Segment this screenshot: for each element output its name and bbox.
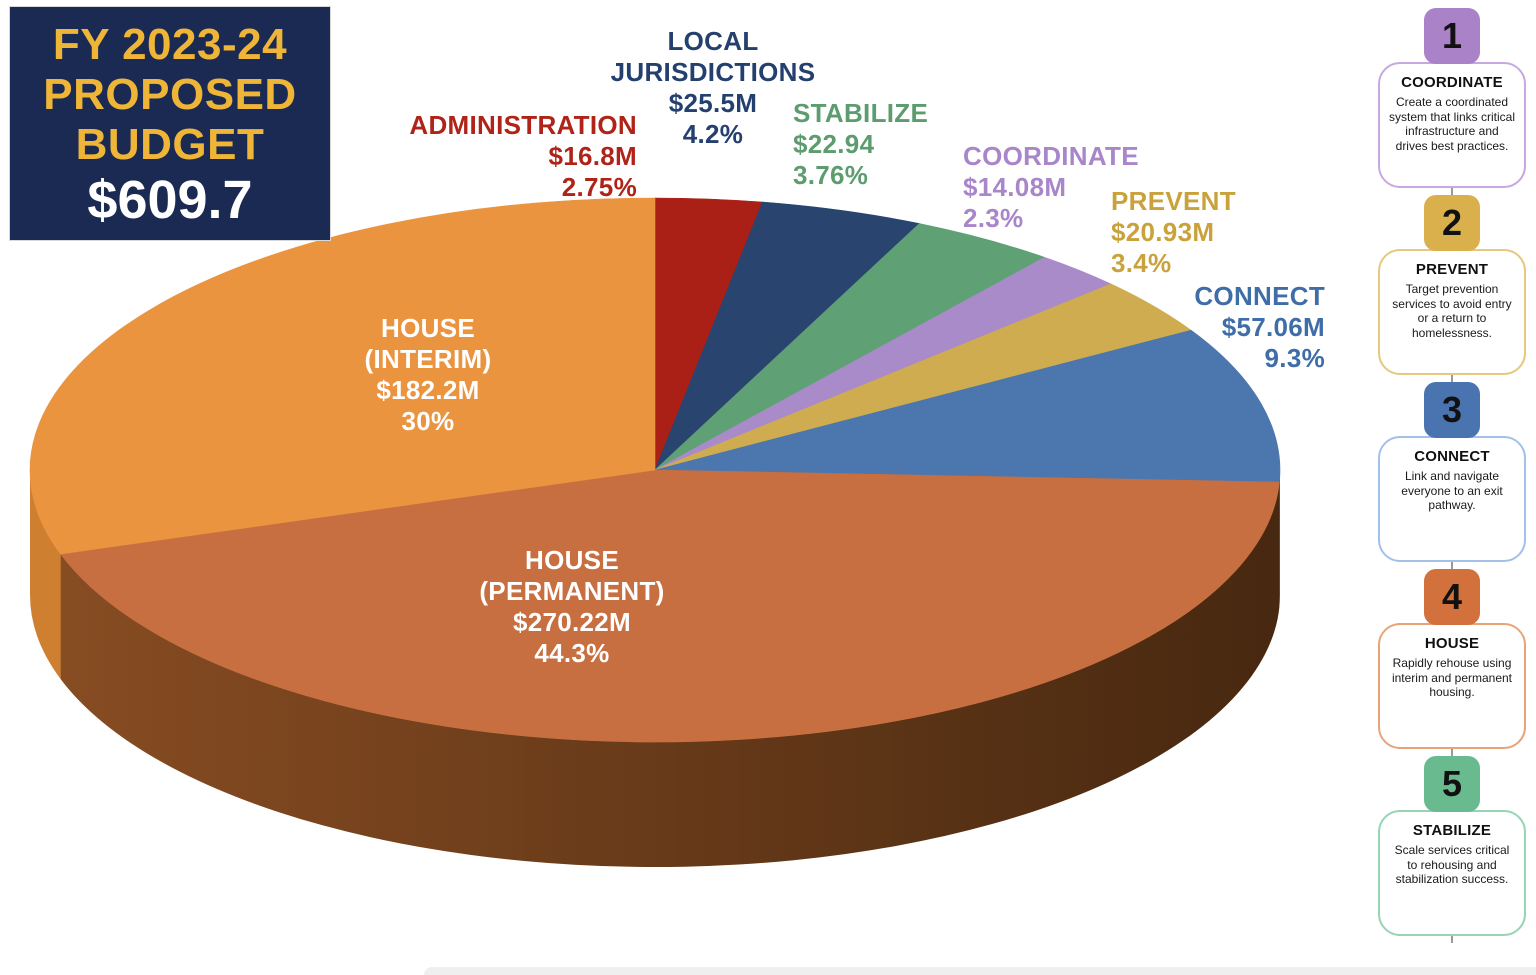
step-connector bbox=[1451, 749, 1453, 756]
segment-amount: $16.8M bbox=[548, 141, 637, 171]
step-number-tab: 4 bbox=[1424, 569, 1480, 625]
segment-amount: $14.08M bbox=[963, 172, 1067, 202]
step-card: PREVENT Target prevention services to av… bbox=[1378, 249, 1526, 375]
segment-label-connect: CONNECT $57.06M 9.3% bbox=[1194, 281, 1325, 374]
segment-amount: $57.06M bbox=[1221, 312, 1325, 342]
segment-percent: 2.75% bbox=[561, 172, 637, 202]
segment-name: LOCAL bbox=[667, 26, 759, 56]
step-connect: 3 CONNECT Link and navigate everyone to … bbox=[1376, 382, 1528, 569]
step-number: 3 bbox=[1441, 389, 1463, 430]
segment-percent: 4.2% bbox=[682, 119, 744, 149]
segment-name: COORDINATE bbox=[963, 141, 1139, 171]
step-description: Create a coordinated system that links c… bbox=[1388, 95, 1516, 153]
step-connector bbox=[1451, 188, 1453, 195]
title-line: BUDGET bbox=[75, 119, 265, 169]
segment-amount: $25.5M bbox=[668, 88, 758, 118]
step-number: 4 bbox=[1441, 576, 1463, 617]
step-title: HOUSE bbox=[1424, 635, 1480, 652]
step-number-tab: 1 bbox=[1424, 8, 1480, 64]
step-prevent: 2 PREVENT Target prevention services to … bbox=[1376, 195, 1528, 382]
step-description: Scale services critical to rehousing and… bbox=[1394, 843, 1510, 887]
segment-percent: 3.4% bbox=[1111, 248, 1172, 278]
step-title: COORDINATE bbox=[1401, 74, 1503, 91]
segment-name: (PERMANENT) bbox=[479, 576, 665, 606]
step-title: CONNECT bbox=[1414, 448, 1490, 465]
step-number-tab: 2 bbox=[1424, 195, 1480, 251]
step-title: STABILIZE bbox=[1412, 822, 1492, 839]
segment-name: PREVENT bbox=[1111, 186, 1236, 216]
bottom-page-edge bbox=[424, 967, 1536, 975]
segment-label-coordinate: COORDINATE $14.08M 2.3% bbox=[963, 141, 1139, 234]
step-house: 4 HOUSE Rapidly rehouse using interim an… bbox=[1376, 569, 1528, 756]
segment-percent: 44.3% bbox=[534, 638, 610, 668]
framework-steps-sidebar: 1 COORDINATE Create a coordinated system… bbox=[1376, 8, 1528, 943]
segment-label-administration: ADMINISTRATION $16.8M 2.75% bbox=[409, 110, 637, 203]
segment-amount: $270.22M bbox=[512, 607, 632, 637]
step-connector bbox=[1451, 562, 1453, 569]
step-number: 1 bbox=[1441, 15, 1463, 56]
segment-name: STABILIZE bbox=[793, 98, 929, 128]
step-connector bbox=[1451, 936, 1453, 943]
segment-percent: 9.3% bbox=[1264, 343, 1325, 373]
segment-name: ADMINISTRATION bbox=[409, 110, 637, 140]
segment-name: HOUSE bbox=[381, 313, 475, 343]
pie-side-house-interim- bbox=[30, 470, 61, 680]
segment-amount: $20.93M bbox=[1111, 217, 1215, 247]
step-number: 5 bbox=[1441, 763, 1463, 804]
pie-slice-house-interim- bbox=[29, 197, 656, 555]
pie-side-connect bbox=[1279, 470, 1280, 608]
step-description: Target prevention services to avoid entr… bbox=[1392, 282, 1512, 340]
title-line: FY 2023-24 bbox=[52, 20, 288, 70]
segment-label-house-permanent: HOUSE (PERMANENT) $270.22M 44.3% bbox=[479, 545, 664, 669]
segment-label-prevent: PREVENT $20.93M 3.4% bbox=[1111, 186, 1236, 279]
segment-name: (INTERIM) bbox=[364, 344, 492, 374]
step-number: 2 bbox=[1441, 202, 1463, 243]
segment-label-stabilize: STABILIZE $22.94 3.76% bbox=[793, 98, 928, 191]
step-stabilize: 5 STABILIZE Scale services critical to r… bbox=[1376, 756, 1528, 943]
segment-label-house-interim: HOUSE (INTERIM) $182.2M 30% bbox=[365, 313, 492, 437]
title-card: FY 2023-24 PROPOSED BUDGET $609.7 bbox=[10, 7, 330, 240]
step-description: Link and navigate everyone to an exit pa… bbox=[1401, 469, 1503, 513]
segment-label-local-jurisdictions: LOCAL JURISDICTIONS $25.5M 4.2% bbox=[611, 26, 816, 150]
step-card: COORDINATE Create a coordinated system t… bbox=[1378, 62, 1526, 188]
pie-side-house-permanent- bbox=[60, 482, 1280, 868]
segment-percent: 30% bbox=[401, 406, 455, 436]
segment-name: JURISDICTIONS bbox=[610, 57, 816, 87]
segment-percent: 2.3% bbox=[963, 203, 1024, 233]
step-number-tab: 5 bbox=[1424, 756, 1480, 812]
title-line: PROPOSED bbox=[43, 69, 297, 119]
pie-slice-connect bbox=[654, 329, 1281, 483]
step-title: PREVENT bbox=[1415, 261, 1489, 278]
budget-total: $609.7 bbox=[87, 170, 253, 231]
segment-amount: $182.2M bbox=[376, 375, 480, 405]
step-coordinate: 1 COORDINATE Create a coordinated system… bbox=[1376, 8, 1528, 195]
step-card: STABILIZE Scale services critical to reh… bbox=[1378, 810, 1526, 936]
segment-name: CONNECT bbox=[1194, 281, 1325, 311]
step-connector bbox=[1451, 375, 1453, 382]
segment-percent: 3.76% bbox=[793, 160, 869, 190]
pie-slice-house-permanent- bbox=[60, 469, 1280, 743]
step-card: HOUSE Rapidly rehouse using interim and … bbox=[1378, 623, 1526, 749]
step-description: Rapidly rehouse using interim and perman… bbox=[1391, 656, 1513, 700]
step-card: CONNECT Link and navigate everyone to an… bbox=[1378, 436, 1526, 562]
segment-name: HOUSE bbox=[525, 545, 619, 575]
segment-amount: $22.94 bbox=[793, 129, 875, 159]
step-number-tab: 3 bbox=[1424, 382, 1480, 438]
